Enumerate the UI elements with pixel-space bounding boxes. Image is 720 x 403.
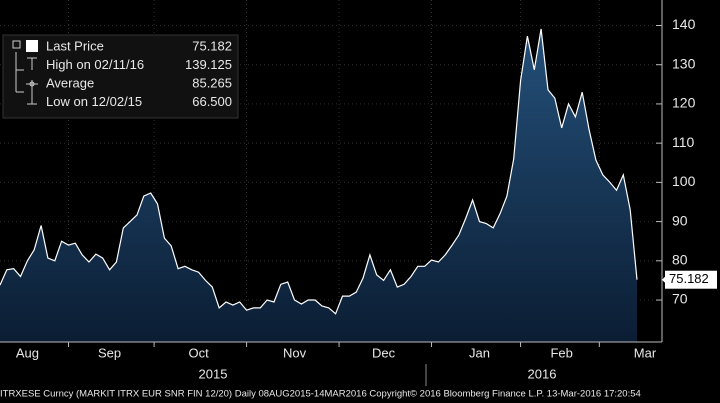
area (0, 28, 637, 343)
last-price-label: 75.182 (669, 271, 709, 286)
x-tick-label: Aug (16, 345, 39, 360)
x-tick-label: Oct (189, 345, 210, 360)
last-price-pointer (662, 274, 667, 285)
legend-label: Last Price (46, 38, 104, 53)
x-tick-label: Jan (469, 345, 490, 360)
y-tick-label: 100 (672, 173, 696, 189)
y-tick-label: 130 (672, 55, 696, 71)
legend-swatch (26, 40, 38, 52)
legend-value: 66.500 (192, 94, 232, 109)
legend-icons (26, 80, 38, 105)
y-tick-label: 80 (672, 252, 688, 268)
legend-box (2, 34, 239, 119)
legend-label: Average (46, 75, 94, 90)
legend-value: 75.182 (192, 38, 232, 53)
y-tick-label: 120 (672, 95, 696, 111)
legend-value: 139.125 (185, 57, 232, 72)
y-tick-label: 90 (672, 212, 688, 228)
year-label: 2015 (199, 366, 228, 381)
x-tick-label: Dec (372, 345, 396, 360)
footer: ITRXESE Curncy (MARKIT ITRX EUR SNR FIN … (0, 389, 641, 400)
legend-label: Low on 12/02/15 (46, 94, 142, 109)
x-tick-label: Sep (98, 345, 121, 360)
legend-collapse (12, 40, 21, 49)
last-price-box (665, 270, 717, 289)
y-tick-label: 70 (672, 291, 688, 307)
y-tick-label: 140 (672, 16, 696, 32)
legend-icons (15, 52, 37, 93)
x-tick-label: Mar (634, 345, 657, 360)
legend-value: 85.265 (192, 75, 232, 90)
x-tick-label: Feb (550, 345, 572, 360)
year-label: 2016 (528, 366, 557, 381)
x-tick-label: Nov (283, 345, 307, 360)
line (0, 28, 638, 315)
y-tick-label: 110 (672, 134, 695, 150)
legend-label: High on 02/11/16 (46, 57, 144, 72)
